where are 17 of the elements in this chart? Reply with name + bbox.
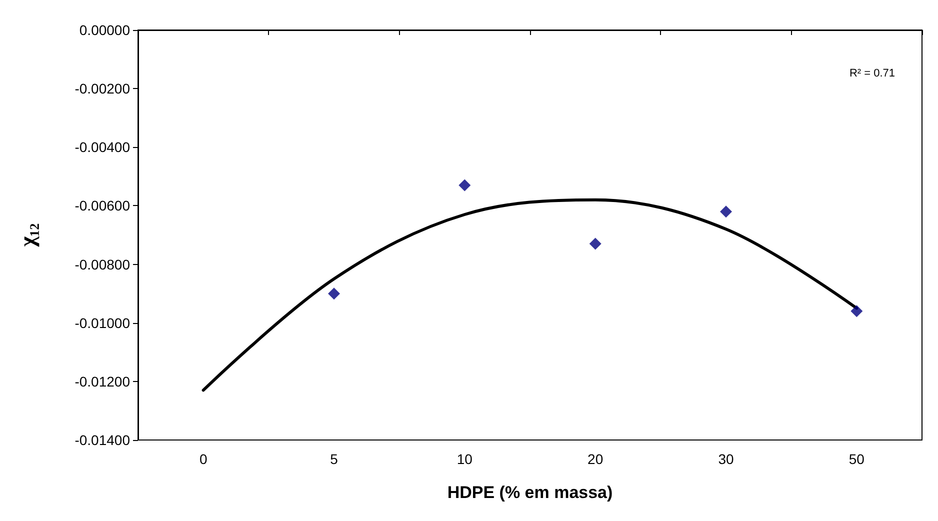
x-tick-label: 50: [848, 451, 865, 467]
y-tick-label: -0.00400: [74, 139, 130, 156]
x-tick-label: 0: [199, 451, 208, 467]
y-tick-label: 0.00000: [79, 22, 130, 38]
y-tick-label: -0.00200: [74, 80, 130, 97]
x-tick-label: 30: [718, 451, 734, 467]
y-axis-title: χ₁₂: [14, 222, 40, 248]
x-tick-label: 5: [330, 451, 338, 467]
x-tick-label: 20: [588, 451, 604, 467]
y-tick-label: -0.01000: [74, 314, 130, 331]
y-tick-label: -0.01200: [74, 373, 130, 390]
y-tick-label: -0.01400: [74, 432, 130, 448]
y-tick-label: -0.00800: [74, 256, 130, 272]
y-tick-label: -0.00600: [74, 198, 130, 214]
x-axis-title: HDPE (% em massa): [447, 483, 613, 502]
annotation: R² = 0.71: [849, 68, 896, 80]
x-tick-label: 10: [456, 451, 473, 467]
